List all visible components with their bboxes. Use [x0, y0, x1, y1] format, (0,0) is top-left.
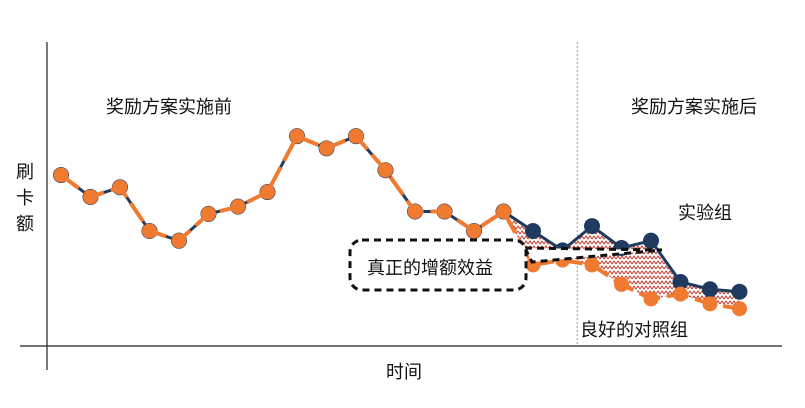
point-control [378, 162, 393, 178]
point-control [466, 223, 482, 239]
point-control [673, 286, 688, 302]
point-treatment [731, 283, 748, 300]
point-treatment [584, 218, 600, 235]
point-control [496, 204, 511, 219]
point-control [348, 128, 364, 144]
x-axis-label: 时间 [386, 362, 422, 383]
point-control [643, 291, 659, 307]
period-label-before: 奖励方案实施前 [106, 97, 232, 118]
point-treatment [643, 232, 659, 249]
point-control [171, 233, 187, 249]
point-treatment [702, 281, 718, 298]
point-control [230, 199, 246, 215]
point-control [83, 189, 98, 205]
point-control [260, 184, 275, 200]
y-axis-label: 刷卡额 [16, 162, 34, 235]
point-control [437, 204, 452, 219]
point-control [319, 140, 334, 156]
effect-callout-box [348, 238, 528, 292]
point-control [732, 301, 747, 317]
effect-callout-tail [522, 246, 663, 264]
point-control [614, 276, 629, 292]
point-control [112, 179, 128, 195]
point-control [584, 257, 600, 273]
control-group-label: 良好的对照组 [580, 320, 688, 341]
period-label-after: 奖励方案实施后 [631, 97, 757, 118]
point-control [201, 206, 216, 222]
point-control [702, 296, 718, 312]
effect-label: 真正的增额效益 [367, 258, 493, 279]
point-control [407, 204, 423, 219]
treatment-group-label: 实验组 [678, 203, 732, 224]
point-treatment [672, 273, 689, 290]
point-treatment [525, 222, 541, 239]
point-control [142, 223, 157, 239]
point-control [53, 167, 69, 183]
point-control [289, 128, 305, 144]
